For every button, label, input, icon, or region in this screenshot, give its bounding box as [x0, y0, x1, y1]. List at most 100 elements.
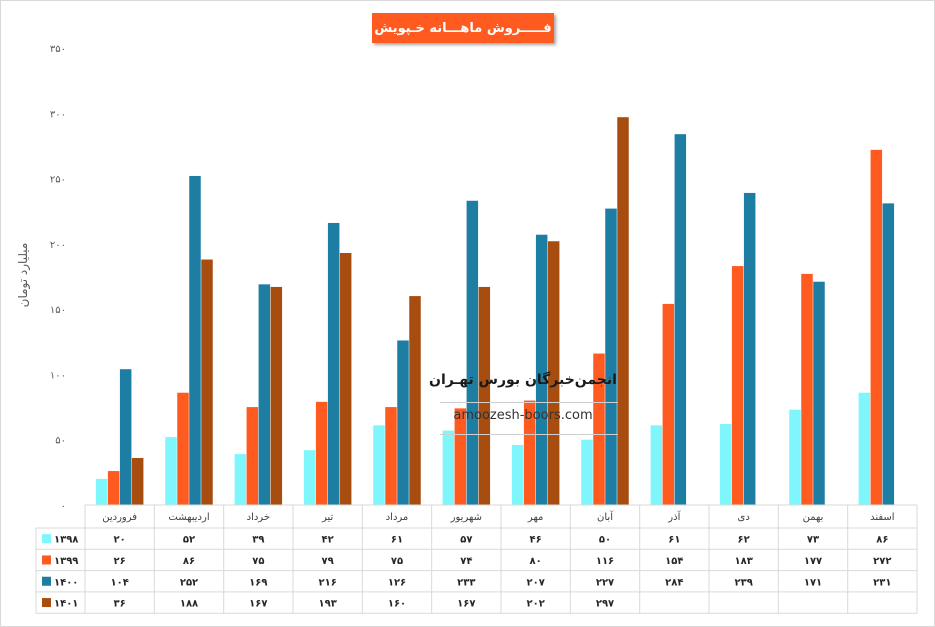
legend-swatch-3: [42, 576, 51, 586]
x-tick-label: مهر: [527, 512, 543, 523]
data-label: ۷۵: [391, 556, 403, 567]
data-label: ۱۵۴: [665, 556, 683, 567]
x-tick-label: خرداد: [247, 512, 270, 523]
legend-swatch-2: [42, 555, 51, 565]
bar-3-2: [189, 175, 201, 505]
chart-bars: [95, 117, 895, 506]
bar-2-1: [107, 471, 120, 505]
bar-2-11: [801, 273, 813, 505]
y-tick-label: ۲۰۰: [50, 240, 66, 251]
bar-2-9: [662, 303, 675, 505]
data-label: ۱۷۱: [804, 577, 822, 588]
data-label: ۱۹۳: [319, 599, 337, 610]
x-tick-label: آبان: [597, 510, 614, 523]
data-label: ۲۰۷: [527, 577, 545, 588]
bar-4-1: [131, 457, 144, 505]
x-tick-label: مرداد: [386, 512, 409, 523]
y-tick-label: ۱۰۰: [50, 370, 66, 381]
data-label: ۱۱۶: [596, 556, 614, 567]
y-axis-ticks: ۰ ۵۰ ۱۰۰ ۱۵۰ ۲۰۰ ۲۵۰ ۳۰۰ ۳۵۰: [50, 44, 66, 512]
data-label: ۲۳۱: [873, 577, 891, 588]
x-tick-label: تیر: [321, 512, 334, 523]
bar-1-4: [303, 450, 316, 505]
bar-3-11: [813, 281, 825, 505]
bar-1-3: [234, 454, 247, 505]
bar-3-9: [674, 134, 687, 506]
x-tick-label: شهریور: [450, 512, 482, 523]
y-tick-label: ۱۵۰: [50, 305, 66, 316]
data-label: ۵۰: [599, 535, 611, 546]
data-label: ۱۸۳: [735, 556, 753, 567]
data-label: ۲۰۲: [527, 599, 545, 610]
legend-label-1: ۱۳۹۸: [54, 535, 78, 546]
data-label: ۵۷: [460, 535, 472, 546]
bar-2-5: [385, 407, 397, 505]
data-table: فروردین اردیبهشت خرداد تیر مرداد شهریور مهر آبا…: [35, 504, 918, 614]
watermark-name: انجمن‌خبرگان بورس تهـران: [429, 372, 617, 388]
y-tick-label: ۰: [61, 501, 66, 512]
bar-1-7: [511, 444, 524, 505]
data-label: ۷۳: [807, 535, 819, 546]
bar-1-2: [165, 437, 177, 505]
x-tick-label: اردیبهشت: [168, 512, 209, 523]
data-label: ۲۵۲: [180, 577, 198, 588]
data-label: ۲۳۹: [735, 577, 753, 588]
y-tick-label: ۵۰: [55, 436, 66, 447]
data-label: ۱۰۴: [111, 577, 129, 588]
data-label: ۸۶: [183, 556, 195, 567]
data-label: ۷۹: [322, 556, 334, 567]
bar-4-3: [270, 286, 283, 505]
data-label: ۱۲۶: [388, 577, 406, 588]
data-label: ۱۷۷: [804, 556, 822, 567]
bar-3-12: [882, 203, 895, 505]
bar-2-7: [523, 400, 536, 505]
y-tick-label: ۳۰۰: [50, 109, 66, 120]
bar-2-3: [246, 407, 259, 505]
bar-3-6: [466, 200, 479, 506]
bar-4-4: [339, 252, 352, 505]
legend-label-3: ۱۴۰۰: [54, 577, 78, 588]
watermark-divider: [440, 434, 618, 435]
data-label: ۲۰: [114, 535, 126, 546]
bar-4-8: [617, 117, 629, 506]
data-label: ۲۳۳: [457, 577, 475, 588]
bar-2-6: [454, 408, 467, 505]
data-label: ۳۹: [252, 535, 264, 546]
bar-1-12: [858, 392, 871, 505]
data-label: ۱۶۰: [388, 599, 406, 610]
bar-1-5: [373, 425, 385, 505]
data-label: ۱۶۹: [249, 577, 267, 588]
legend-swatch-4: [42, 598, 51, 608]
data-label: ۱۶۷: [249, 599, 267, 610]
watermark-divider: [440, 402, 618, 403]
bar-1-9: [650, 425, 663, 505]
bar-4-7: [547, 241, 560, 505]
x-tick-label: آذر: [667, 510, 681, 523]
bar-3-1: [119, 369, 132, 505]
x-tick-label: فروردین: [102, 512, 137, 523]
data-label: ۲۶: [114, 556, 126, 567]
data-label: ۶۲: [738, 535, 750, 546]
bar-2-2: [177, 392, 189, 505]
bar-1-8: [581, 439, 593, 505]
data-label: ۲۲۷: [596, 577, 614, 588]
chart-title: فـــــروش ماهـــانه خـپویش: [372, 13, 554, 43]
bar-3-7: [535, 234, 548, 505]
x-tick-label: بهمن: [803, 512, 824, 523]
data-label: ۳۶: [114, 599, 126, 610]
bar-3-10: [743, 192, 756, 506]
legend-label-4: ۱۴۰۱: [54, 599, 78, 610]
bar-2-4: [315, 401, 328, 505]
data-label: ۴۶: [530, 535, 542, 546]
y-tick-label: ۲۵۰: [50, 175, 66, 186]
bar-2-12: [870, 149, 883, 506]
bar-3-4: [327, 222, 340, 506]
bar-4-2: [201, 259, 213, 505]
x-tick-label: دی: [738, 512, 750, 523]
y-tick-label: ۳۵۰: [50, 44, 66, 55]
bar-4-6: [478, 286, 491, 505]
bar-2-8: [593, 353, 605, 505]
bar-1-1: [95, 478, 108, 505]
x-tick-label: اسفند: [870, 512, 894, 523]
